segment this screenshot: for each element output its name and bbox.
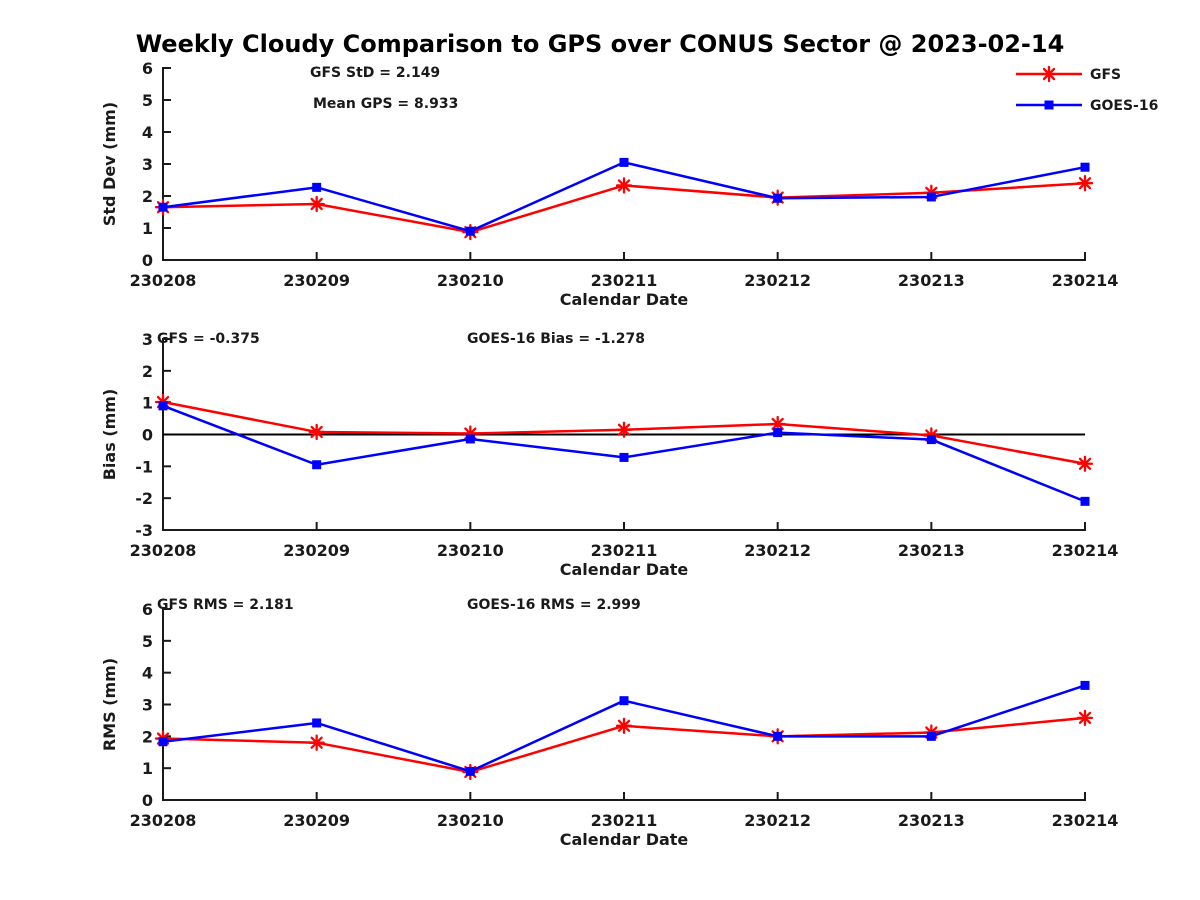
y-tick-label: 4 — [142, 664, 153, 683]
x-tick-label: 230214 — [1052, 541, 1119, 560]
marker-square-GOES-16 — [465, 766, 475, 776]
y-tick-label: 4 — [142, 123, 153, 142]
y-tick-label: 0 — [142, 251, 153, 270]
marker-square-GOES-16 — [465, 434, 475, 444]
marker-asterisk-GFS — [1076, 175, 1094, 192]
legend-item: GFS — [1016, 65, 1121, 83]
x-tick-label: 230213 — [898, 541, 965, 560]
marker-square-GOES-16 — [619, 157, 629, 167]
marker-asterisk-GFS — [1076, 455, 1094, 472]
y-tick-label: 5 — [142, 632, 153, 651]
x-tick-label: 230212 — [744, 271, 811, 290]
x-axis-label: Calendar Date — [560, 290, 689, 309]
marker-square-GOES-16 — [619, 696, 629, 706]
legend-marker-square — [1044, 100, 1054, 110]
y-tick-label: 3 — [142, 155, 153, 174]
y-axis-label: RMS (mm) — [100, 658, 119, 751]
y-tick-label: 1 — [142, 219, 153, 238]
marker-square-GOES-16 — [312, 182, 322, 192]
x-axis-label: Calendar Date — [560, 830, 689, 849]
y-tick-label: 3 — [142, 330, 153, 349]
marker-square-GOES-16 — [312, 718, 322, 728]
y-tick-label: 1 — [142, 394, 153, 413]
x-tick-label: 230213 — [898, 811, 965, 830]
y-tick-label: 0 — [142, 426, 153, 445]
marker-square-GOES-16 — [773, 193, 783, 203]
x-tick-label: 230214 — [1052, 271, 1119, 290]
legend: GFS GOES-16 — [1016, 65, 1158, 114]
legend-label: GOES-16 — [1090, 98, 1158, 114]
x-tick-label: 230212 — [744, 541, 811, 560]
x-tick-label: 230208 — [130, 811, 197, 830]
x-tick-label: 230211 — [591, 271, 658, 290]
y-axis-label: Bias (mm) — [100, 389, 119, 481]
marker-asterisk-GFS — [615, 177, 633, 194]
x-tick-label: 230213 — [898, 271, 965, 290]
marker-square-GOES-16 — [158, 202, 168, 212]
marker-square-GOES-16 — [619, 452, 629, 462]
marker-square-GOES-16 — [926, 435, 936, 445]
y-tick-label: 2 — [142, 362, 153, 381]
marker-square-GOES-16 — [773, 731, 783, 741]
marker-asterisk-GFS — [615, 717, 633, 734]
legend-label: GFS — [1090, 67, 1121, 83]
marker-asterisk-GFS — [308, 423, 325, 441]
subplot-0: 0 1 2 3 4 5 6 230208 230209 230210 230211 230212 230… — [100, 59, 1118, 309]
annotation: GOES-16 Bias = -1.278 — [467, 331, 645, 347]
x-axis-label: Calendar Date — [560, 560, 689, 579]
marker-asterisk-GFS — [615, 421, 633, 438]
y-tick-label: 2 — [142, 187, 153, 206]
x-tick-label: 230208 — [130, 541, 197, 560]
marker-asterisk-GFS — [1076, 709, 1094, 727]
marker-square-GOES-16 — [1080, 162, 1090, 172]
annotation: Mean GPS = 8.933 — [313, 96, 458, 112]
x-tick-label: 230209 — [283, 271, 350, 290]
y-tick-label: -2 — [135, 489, 153, 508]
marker-square-GOES-16 — [1080, 496, 1090, 506]
y-tick-label: -3 — [135, 521, 153, 540]
marker-square-GOES-16 — [926, 192, 936, 202]
x-tick-label: 230208 — [130, 271, 197, 290]
subplot-1: -3 -2 -1 0 1 2 3 230208 230209 230210 230211 230212… — [100, 330, 1118, 579]
marker-square-GOES-16 — [1080, 680, 1090, 690]
x-tick-label: 230211 — [591, 811, 658, 830]
marker-square-GOES-16 — [158, 401, 168, 411]
y-tick-label: 0 — [142, 791, 153, 810]
series-line-GOES-16 — [161, 161, 1087, 233]
y-tick-label: 1 — [142, 759, 153, 778]
legend-item: GOES-16 — [1016, 98, 1158, 114]
annotation: GOES-16 RMS = 2.999 — [467, 597, 641, 613]
annotation: GFS = -0.375 — [157, 331, 260, 347]
y-tick-label: 2 — [142, 727, 153, 746]
marker-square-GOES-16 — [158, 737, 168, 747]
y-tick-label: 6 — [142, 600, 153, 619]
y-axis-label: Std Dev (mm) — [100, 102, 119, 226]
marker-square-GOES-16 — [465, 226, 475, 236]
y-tick-label: -1 — [135, 457, 153, 476]
legend-marker-asterisk — [1040, 65, 1058, 83]
y-tick-label: 3 — [142, 696, 153, 715]
x-tick-label: 230209 — [283, 541, 350, 560]
marker-asterisk-GFS — [308, 195, 325, 213]
marker-square-GOES-16 — [312, 460, 322, 470]
x-tick-label: 230210 — [437, 271, 504, 290]
y-tick-label: 6 — [142, 59, 153, 78]
x-tick-label: 230210 — [437, 811, 504, 830]
chart-title: Weekly Cloudy Comparison to GPS over CON… — [135, 30, 1065, 58]
subplot-2: 0 1 2 3 4 5 6 230208 230209 230210 230211 230212 230… — [100, 597, 1118, 849]
annotation: GFS RMS = 2.181 — [157, 597, 294, 613]
annotation: GFS StD = 2.149 — [310, 65, 440, 81]
marker-square-GOES-16 — [926, 731, 936, 741]
marker-square-GOES-16 — [773, 428, 783, 438]
x-tick-label: 230212 — [744, 811, 811, 830]
x-tick-label: 230210 — [437, 541, 504, 560]
y-tick-label: 5 — [142, 91, 153, 110]
x-tick-label: 230209 — [283, 811, 350, 830]
x-tick-label: 230211 — [591, 541, 658, 560]
x-tick-label: 230214 — [1052, 811, 1119, 830]
marker-asterisk-GFS — [308, 734, 325, 751]
